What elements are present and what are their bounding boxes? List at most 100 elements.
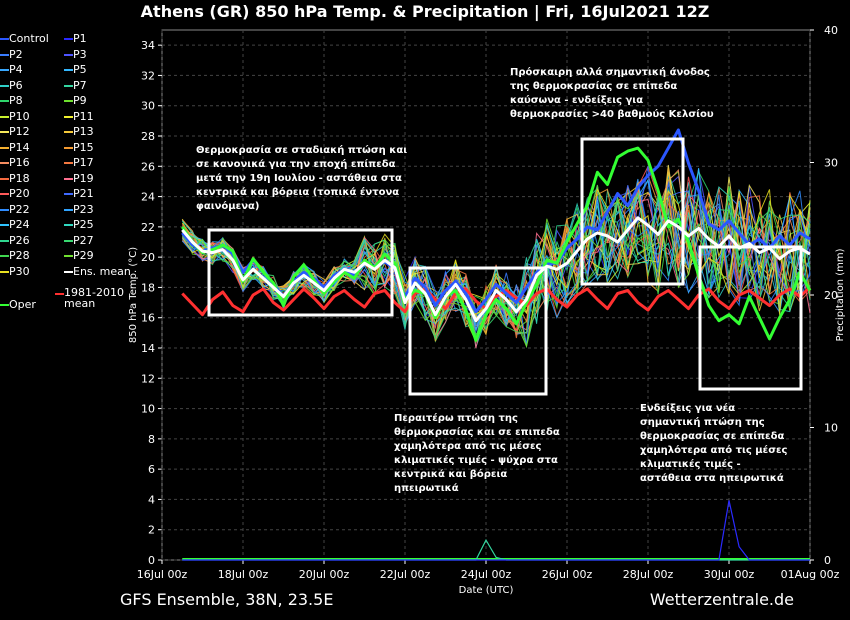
legend-swatch [0,239,9,242]
annotation-text-4: Ενδείξεις για νέα σημαντική πτώση της θε… [640,403,788,484]
source-credit-footer: Wetterzentrale.de [649,590,794,609]
y-tick-label: 24 [141,191,155,204]
legend-label: P15 [73,140,94,154]
legend-swatch [64,270,73,273]
x-tick-label: 01Aug 00z [781,568,840,581]
legend-label: P10 [9,109,30,123]
legend-swatch [0,255,9,257]
series-line-ens-mean [181,216,811,323]
legend-swatch [64,69,73,71]
legend-label: P6 [9,78,23,92]
legend-swatch [64,224,73,226]
y2-tick-label: 20 [824,289,838,302]
y-tick-label: 0 [148,554,155,567]
legend-swatch [0,162,9,164]
legend-swatch [64,38,73,40]
legend-swatch [64,177,73,180]
legend-label: P5 [73,63,87,76]
legend-label: P18 [9,171,30,185]
legend-label: P8 [9,94,23,107]
legend-label: P25 [73,218,94,231]
legend-swatch [64,100,73,102]
x-tick-label: 18Jul 00z [218,568,269,581]
y-tick-label: 32 [141,69,155,82]
legend-swatch [64,84,73,87]
y2-tick-label: 30 [824,157,838,170]
legend-label: P22 [9,202,30,216]
y-tick-label: 16 [141,312,155,325]
y-tick-label: 2 [148,524,155,537]
legend-label: P17 [73,156,94,169]
x-axis-label: Date (UTC) [459,585,514,596]
y2-tick-label: 0 [824,554,831,567]
annotation-box-4 [698,245,803,391]
y-tick-label: 8 [148,433,155,446]
legend-label: Ens. mean [73,264,131,278]
x-tick-label: 28Jul 00z [623,568,674,581]
legend-label: P16 [9,156,30,169]
y-tick-label: 6 [148,463,155,476]
legend-label: P11 [73,109,94,123]
legend-swatch [64,162,73,164]
legend-swatch [0,38,9,40]
legend-swatch [0,146,9,149]
x-tick-label: 20Jul 00z [299,568,350,581]
legend-swatch [55,293,64,295]
legend-label: P27 [73,233,94,247]
annotation-box-3 [580,137,685,286]
y2-tick-label: 40 [824,24,838,37]
legend-label: Control [9,32,49,45]
x-tick-label: 30Jul 00z [704,568,755,581]
annotation-text-1: Θερμοκρασία σε σταδιακή πτώση και σε καν… [196,145,408,212]
y2-tick-label: 10 [824,422,838,435]
x-tick-label: 24Jul 00z [461,568,512,581]
legend-swatch [0,84,9,87]
y-tick-label: 18 [141,281,155,294]
legend-label: P24 [9,218,30,231]
precip-line [182,538,810,561]
legend-swatch [0,224,9,226]
series-line-oper [181,146,812,342]
y-tick-label: 10 [141,403,155,416]
legend-swatch [64,239,73,242]
y-tick-label: 4 [148,493,155,506]
legend-label: P19 [73,171,94,185]
legend-label: P2 [9,47,23,61]
annotation-box-2 [408,266,548,396]
legend-label: P30 [9,264,30,278]
y-tick-label: 28 [141,130,155,143]
legend-swatch [0,53,9,56]
legend-swatch [64,208,73,211]
legend-label: P4 [9,63,23,76]
y-tick-label: 20 [141,251,155,264]
y-tick-label: 26 [141,160,155,173]
x-tick-label: 26Jul 00z [542,568,593,581]
y-tick-label: 14 [141,342,155,355]
legend-label: P9 [73,94,87,107]
legend-swatch [64,255,73,257]
legend-swatch [0,304,9,306]
legend-swatch [0,115,9,118]
legend-label: P29 [73,249,94,262]
legend-label: P13 [73,125,94,138]
annotation-box-1 [207,228,394,317]
precip-line [182,500,810,561]
legend-swatch [64,131,73,133]
legend-label: P3 [73,47,87,61]
legend-label: P1 [73,32,87,45]
legend-swatch [64,53,73,56]
legend-label: P12 [9,125,30,138]
ensemble-member-line [182,168,811,342]
legend-label: P14 [9,140,30,154]
annotation-text-3: Πρόσκαιρη αλλά σημαντική άνοδος της θερμ… [510,67,714,120]
legend-swatch [64,146,73,149]
legend-label: P23 [73,202,94,216]
legend-label: P28 [9,249,30,262]
legend-swatch [64,115,73,118]
ensemble-member-line [181,170,811,336]
legend-swatch [0,69,9,71]
legend-swatch [0,208,9,211]
legend-swatch [0,177,9,180]
legend-label: Oper [9,298,36,311]
